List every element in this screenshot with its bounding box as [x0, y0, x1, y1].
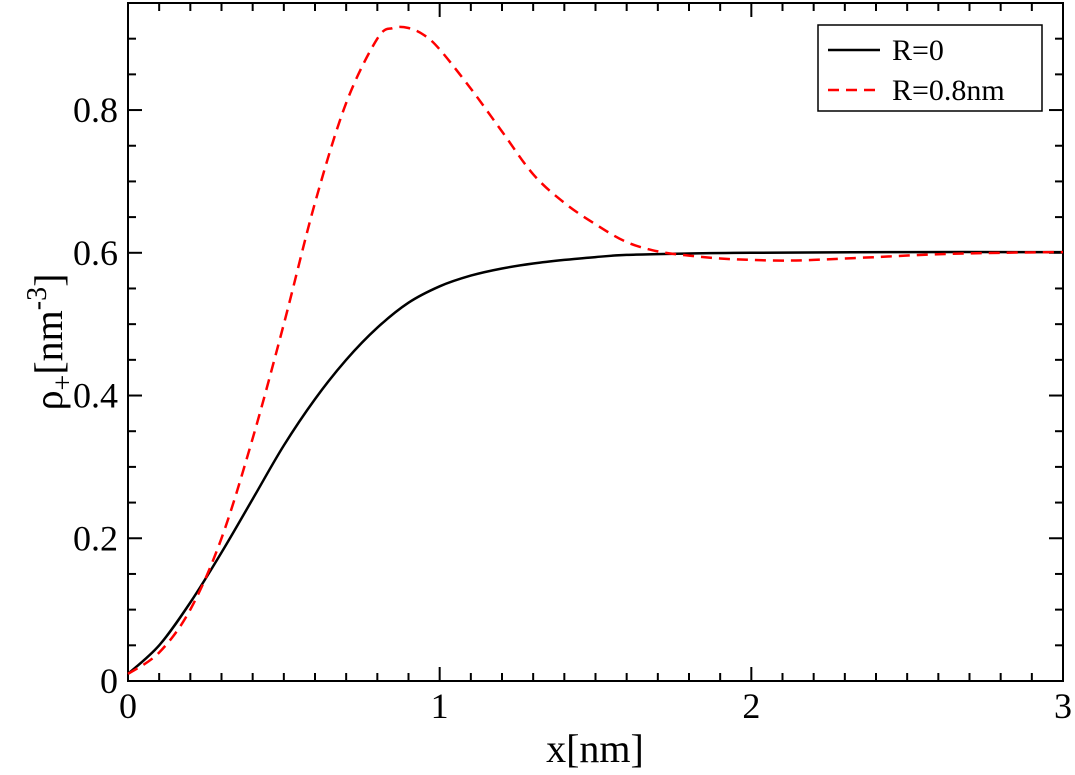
x-axis-title: x[nm]	[546, 726, 644, 771]
legend: R=0 R=0.8nm	[817, 24, 1043, 112]
tick-marks	[128, 3, 1063, 681]
y-tick-label: 0	[100, 661, 118, 701]
x-tick-label: 1	[431, 686, 449, 726]
x-tick-label: 3	[1054, 686, 1072, 726]
legend-box	[817, 24, 1043, 112]
legend-label-r08: R=0.8nm	[892, 74, 1005, 107]
y-axis-title-superscript: -3	[22, 287, 53, 310]
y-axis-title-unit-close: ]	[26, 274, 71, 287]
y-axis-title: ρ+[nm-3]	[22, 274, 79, 411]
series-line-r08	[127, 25, 1064, 675]
y-tick-label: 0.8	[73, 90, 118, 130]
y-tick-label: 0.2	[73, 518, 118, 558]
series-layer	[127, 25, 1064, 675]
x-tick-label: 0	[119, 686, 137, 726]
y-axis-title-symbol: ρ	[26, 390, 71, 410]
y-tick-labels: 0 0.2 0.4 0.6 0.8	[73, 90, 118, 701]
series-line-r0	[127, 250, 1064, 675]
y-axis-title-unit-open: [nm	[26, 310, 71, 374]
legend-label-r0: R=0	[892, 34, 944, 67]
x-tick-label: 2	[742, 686, 760, 726]
y-axis-title-subscript: +	[48, 375, 79, 391]
y-tick-label: 0.4	[73, 376, 118, 416]
y-tick-label: 0.6	[73, 233, 118, 273]
x-tick-labels: 0 1 2 3	[119, 686, 1072, 726]
